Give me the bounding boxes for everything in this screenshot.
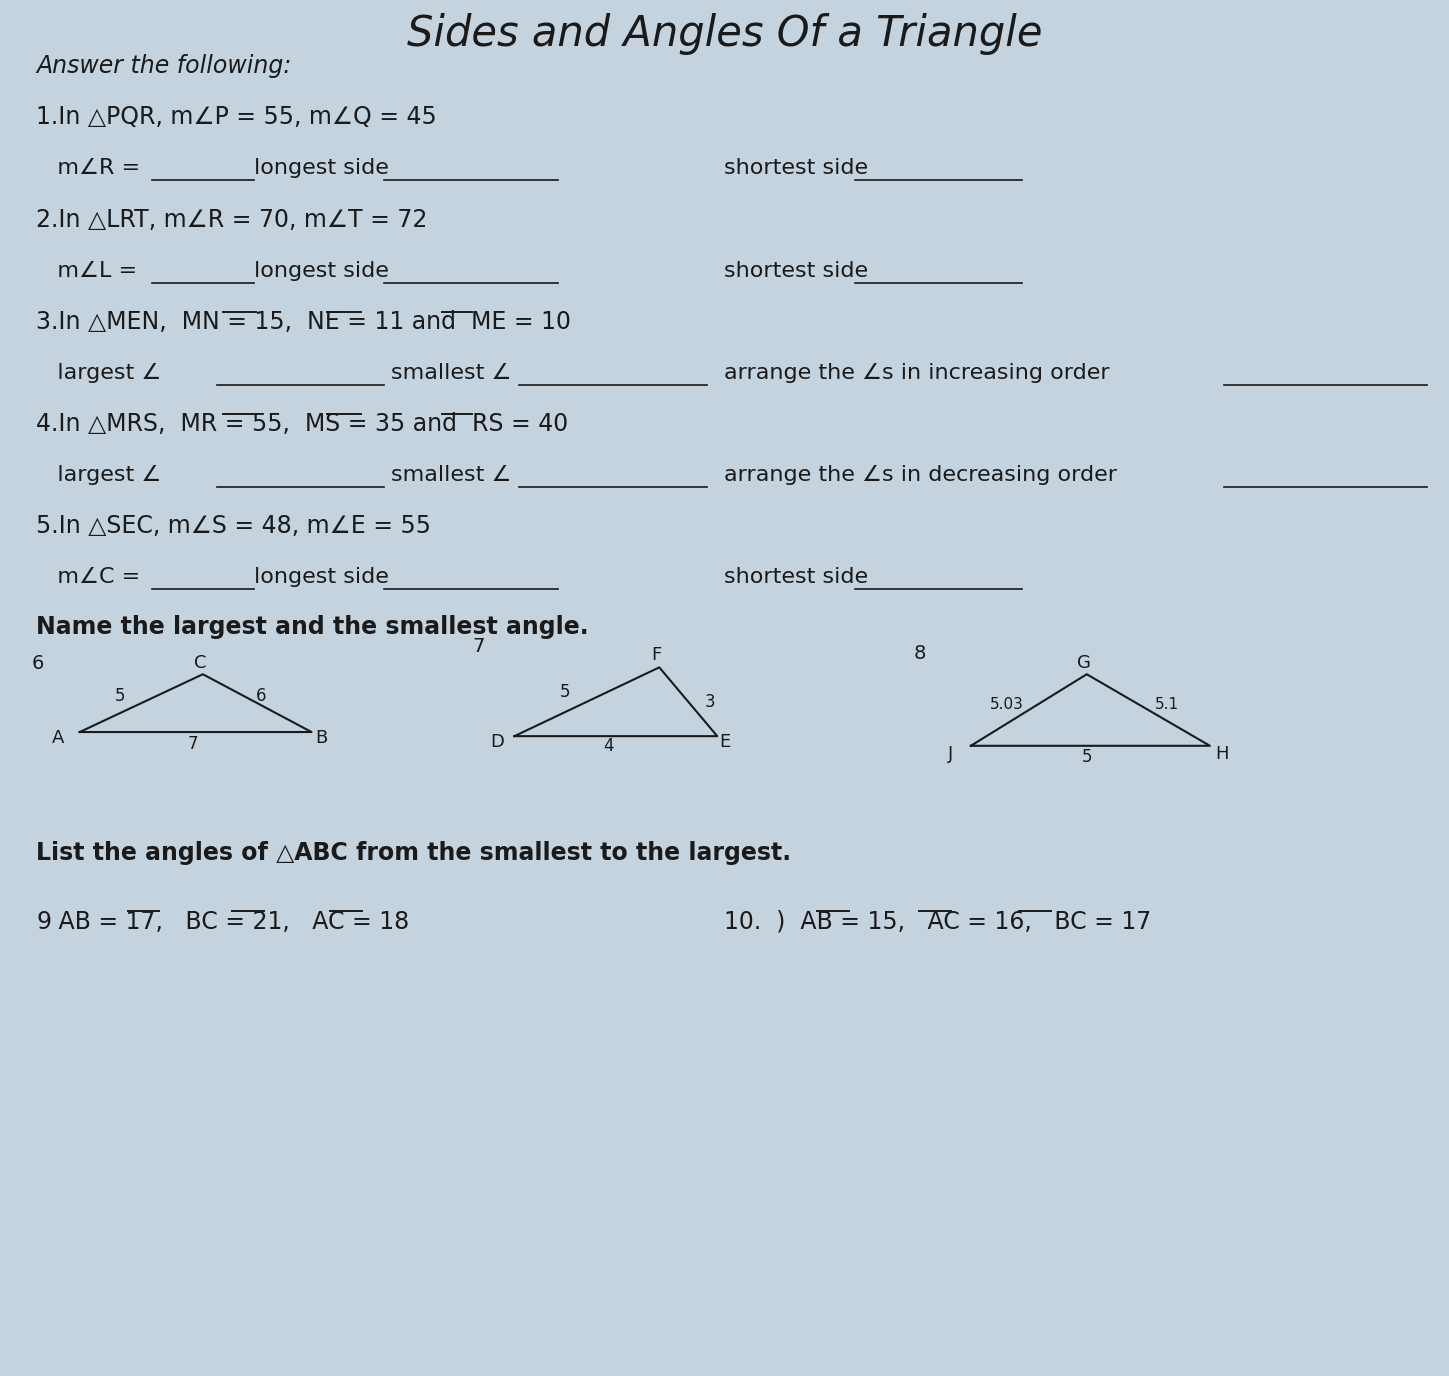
Text: Name the largest and the smallest angle.: Name the largest and the smallest angle. [36, 615, 588, 640]
Text: 5: 5 [1081, 747, 1093, 766]
Text: Sides and Angles Of a Triangle: Sides and Angles Of a Triangle [407, 14, 1042, 55]
Text: 1.In △PQR, m∠P = 55, m∠Q = 45: 1.In △PQR, m∠P = 55, m∠Q = 45 [36, 105, 438, 129]
Text: F: F [651, 645, 662, 665]
Text: arrange the ∠s in decreasing order: arrange the ∠s in decreasing order [724, 465, 1117, 484]
Text: C: C [194, 654, 206, 673]
Text: J: J [948, 744, 953, 764]
Text: List the angles of △ABC from the smallest to the largest.: List the angles of △ABC from the smalles… [36, 841, 791, 866]
Text: 5: 5 [559, 682, 571, 702]
Text: E: E [719, 732, 730, 751]
Text: A: A [52, 728, 64, 747]
Text: arrange the ∠s in increasing order: arrange the ∠s in increasing order [724, 363, 1110, 383]
Text: shortest side: shortest side [724, 158, 868, 178]
Text: 6: 6 [255, 687, 267, 706]
Text: largest ∠: largest ∠ [36, 465, 162, 484]
Text: 6: 6 [32, 654, 43, 673]
Text: 3: 3 [704, 692, 716, 711]
Text: 2.In △LRT, m∠R = 70, m∠T = 72: 2.In △LRT, m∠R = 70, m∠T = 72 [36, 208, 427, 233]
Text: 5.In △SEC, m∠S = 48, m∠E = 55: 5.In △SEC, m∠S = 48, m∠E = 55 [36, 513, 432, 538]
Text: 4.In △MRS,  MR = 55,  MS = 35 and  RS = 40: 4.In △MRS, MR = 55, MS = 35 and RS = 40 [36, 411, 568, 436]
Text: m∠C =: m∠C = [36, 567, 148, 586]
Text: 7: 7 [472, 637, 484, 656]
Text: 7: 7 [187, 735, 199, 754]
Text: AB = 17,   BC = 21,   AC = 18: AB = 17, BC = 21, AC = 18 [36, 910, 410, 934]
Text: longest side: longest side [254, 158, 388, 178]
Text: shortest side: shortest side [724, 567, 868, 586]
Text: 3.In △MEN,  MN = 15,  NE = 11 and  ME = 10: 3.In △MEN, MN = 15, NE = 11 and ME = 10 [36, 310, 571, 334]
Text: 5: 5 [114, 687, 126, 706]
Text: 10.  )  AB = 15,   AC = 16,   BC = 17: 10. ) AB = 15, AC = 16, BC = 17 [724, 910, 1152, 934]
Text: 5.1: 5.1 [1155, 698, 1178, 711]
Text: Answer the following:: Answer the following: [36, 54, 291, 78]
Text: shortest side: shortest side [724, 261, 868, 281]
Text: G: G [1077, 654, 1091, 673]
Text: 5.03: 5.03 [990, 698, 1024, 711]
Text: m∠L =: m∠L = [36, 261, 145, 281]
Text: H: H [1214, 744, 1229, 764]
Text: longest side: longest side [254, 261, 388, 281]
Text: 8: 8 [914, 644, 926, 663]
Text: longest side: longest side [254, 567, 388, 586]
Text: smallest ∠: smallest ∠ [391, 363, 511, 383]
Text: 9: 9 [36, 910, 51, 934]
Text: smallest ∠: smallest ∠ [391, 465, 511, 484]
Text: largest ∠: largest ∠ [36, 363, 162, 383]
Text: D: D [490, 732, 504, 751]
Text: m∠R =: m∠R = [36, 158, 148, 178]
Text: 4: 4 [603, 736, 614, 755]
Text: B: B [316, 728, 327, 747]
